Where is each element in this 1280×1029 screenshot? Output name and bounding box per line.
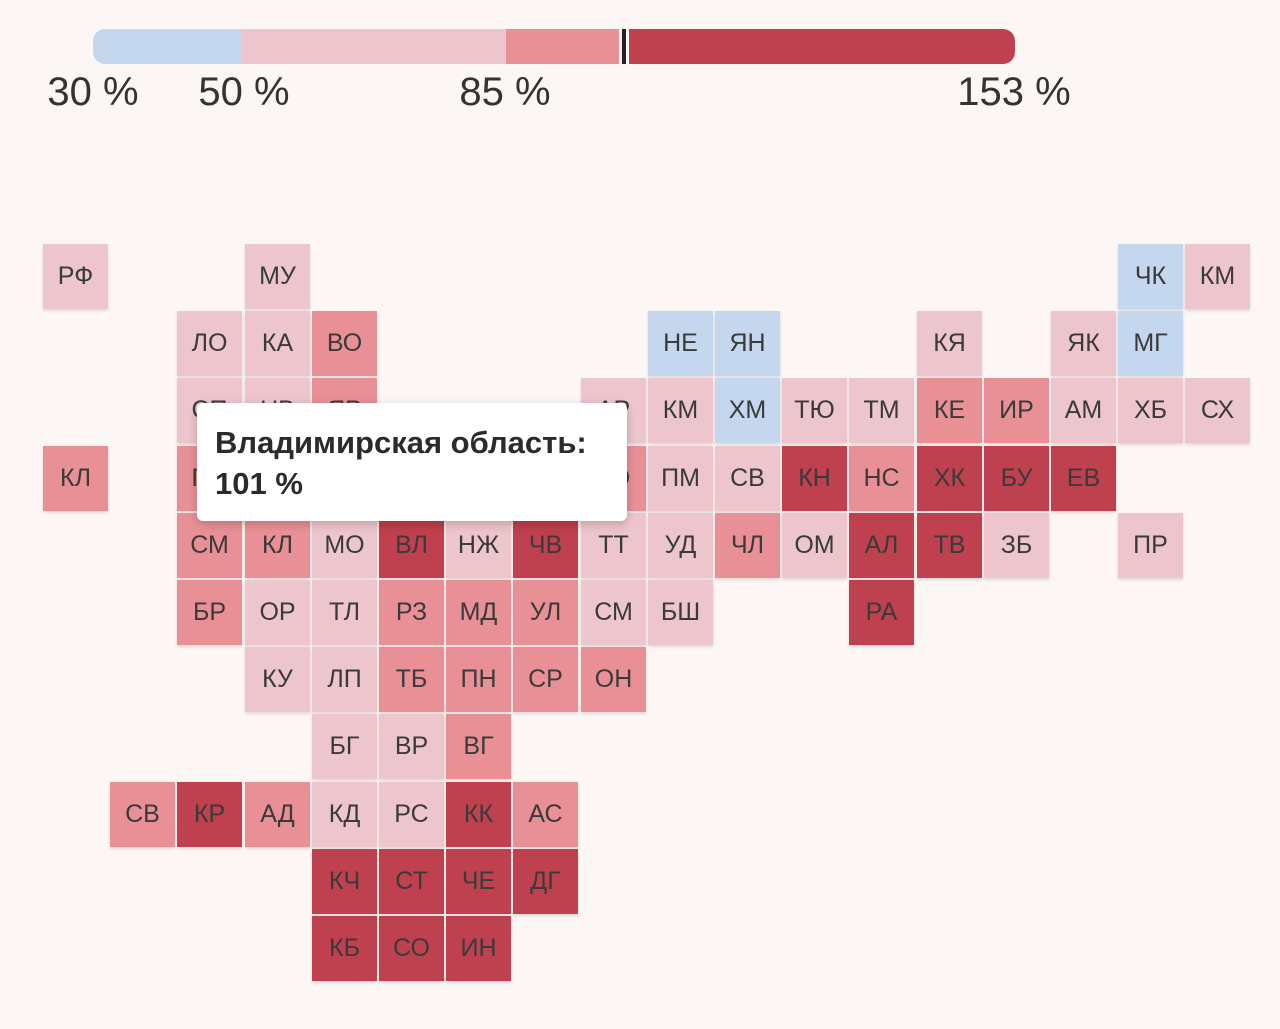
region-tile-57[interactable]: РА — [849, 580, 914, 645]
region-tile-17[interactable]: ХМ — [715, 378, 780, 443]
region-tile-58[interactable]: КУ — [245, 647, 310, 712]
region-tile-43[interactable]: ЧЛ — [715, 513, 780, 578]
region-tile-11[interactable]: МГ — [1118, 311, 1183, 376]
region-tooltip: Владимирская область: 101 % — [197, 403, 627, 521]
region-tile-64[interactable]: БГ — [312, 714, 377, 779]
region-tile-42[interactable]: УД — [648, 513, 713, 578]
region-tile-77[interactable]: ДГ — [513, 849, 578, 914]
region-tile-53[interactable]: МД — [446, 580, 511, 645]
region-tile-36[interactable]: КЛ — [245, 513, 310, 578]
region-tile-28[interactable]: ПМ — [648, 446, 713, 511]
region-tile-6[interactable]: ВО — [312, 311, 377, 376]
region-tile-50[interactable]: ОР — [245, 580, 310, 645]
region-tile-54[interactable]: УЛ — [513, 580, 578, 645]
legend-label-85: 85 % — [459, 70, 551, 114]
region-tile-0[interactable]: РФ — [43, 244, 108, 309]
region-tile-22[interactable]: АМ — [1051, 378, 1116, 443]
legend-label-153: 153 % — [957, 70, 1071, 114]
region-tile-45[interactable]: АЛ — [849, 513, 914, 578]
region-tile-2[interactable]: ЧК — [1118, 244, 1183, 309]
region-tile-61[interactable]: ПН — [446, 647, 511, 712]
legend-segment-mid-low — [242, 29, 506, 64]
region-tile-49[interactable]: БР — [177, 580, 242, 645]
region-tile-51[interactable]: ТЛ — [312, 580, 377, 645]
region-tile-59[interactable]: ЛП — [312, 647, 377, 712]
region-tile-63[interactable]: ОН — [581, 647, 646, 712]
region-tile-9[interactable]: КЯ — [917, 311, 982, 376]
region-tile-71[interactable]: РС — [379, 782, 444, 847]
region-tile-23[interactable]: ХБ — [1118, 378, 1183, 443]
legend-segment-mid-high — [506, 29, 619, 64]
legend-segment-high — [619, 29, 1015, 64]
region-tile-44[interactable]: ОМ — [782, 513, 847, 578]
region-tile-5[interactable]: КА — [245, 311, 310, 376]
region-tile-40[interactable]: ЧВ — [513, 513, 578, 578]
region-tile-35[interactable]: СМ — [177, 513, 242, 578]
region-tile-7[interactable]: НЕ — [648, 311, 713, 376]
region-tile-75[interactable]: СТ — [379, 849, 444, 914]
region-tile-16[interactable]: КМ — [648, 378, 713, 443]
region-tile-1[interactable]: МУ — [245, 244, 310, 309]
region-tile-37[interactable]: МО — [312, 513, 377, 578]
region-tile-34[interactable]: ЕВ — [1051, 446, 1116, 511]
tooltip-region-name: Владимирская область: — [215, 425, 587, 460]
region-tile-76[interactable]: ЧЕ — [446, 849, 511, 914]
region-tile-25[interactable]: КЛ — [43, 446, 108, 511]
region-tile-69[interactable]: АД — [245, 782, 310, 847]
region-tile-66[interactable]: ВГ — [446, 714, 511, 779]
region-tile-65[interactable]: ВР — [379, 714, 444, 779]
tooltip-value: 101 % — [215, 466, 303, 501]
region-tile-47[interactable]: ЗБ — [984, 513, 1049, 578]
legend-color-scale — [93, 29, 1015, 64]
region-tile-78[interactable]: КБ — [312, 916, 377, 981]
region-tile-39[interactable]: НЖ — [446, 513, 511, 578]
region-tile-24[interactable]: СХ — [1185, 378, 1250, 443]
region-tile-46[interactable]: ТВ — [917, 513, 982, 578]
region-tile-79[interactable]: СО — [379, 916, 444, 981]
region-tile-72[interactable]: КК — [446, 782, 511, 847]
region-tile-67[interactable]: СВ — [110, 782, 175, 847]
region-tile-20[interactable]: КЕ — [917, 378, 982, 443]
region-tile-10[interactable]: ЯК — [1051, 311, 1116, 376]
region-tile-33[interactable]: БУ — [984, 446, 1049, 511]
region-tile-60[interactable]: ТБ — [379, 647, 444, 712]
region-tile-52[interactable]: РЗ — [379, 580, 444, 645]
legend-segment-low — [93, 29, 242, 64]
region-tile-62[interactable]: СР — [513, 647, 578, 712]
region-tile-29[interactable]: СВ — [715, 446, 780, 511]
region-tile-41[interactable]: ТТ — [581, 513, 646, 578]
region-tile-19[interactable]: ТМ — [849, 378, 914, 443]
region-tile-70[interactable]: КД — [312, 782, 377, 847]
region-tile-32[interactable]: ХК — [917, 446, 982, 511]
region-tile-21[interactable]: ИР — [984, 378, 1049, 443]
region-tile-56[interactable]: БШ — [648, 580, 713, 645]
legend-current-marker — [619, 29, 629, 64]
region-tile-8[interactable]: ЯН — [715, 311, 780, 376]
region-tile-31[interactable]: НС — [849, 446, 914, 511]
legend-label-50: 50 % — [198, 70, 290, 114]
region-tile-73[interactable]: АС — [513, 782, 578, 847]
region-tile-3[interactable]: КМ — [1185, 244, 1250, 309]
legend-label-30: 30 % — [47, 70, 139, 114]
region-tile-18[interactable]: ТЮ — [782, 378, 847, 443]
region-tile-68[interactable]: КР — [177, 782, 242, 847]
region-tile-30[interactable]: КН — [782, 446, 847, 511]
region-tile-38[interactable]: ВЛ — [379, 513, 444, 578]
region-tile-48[interactable]: ПР — [1118, 513, 1183, 578]
region-tile-4[interactable]: ЛО — [177, 311, 242, 376]
region-tile-80[interactable]: ИН — [446, 916, 511, 981]
region-tile-55[interactable]: СМ — [581, 580, 646, 645]
region-tile-74[interactable]: КЧ — [312, 849, 377, 914]
